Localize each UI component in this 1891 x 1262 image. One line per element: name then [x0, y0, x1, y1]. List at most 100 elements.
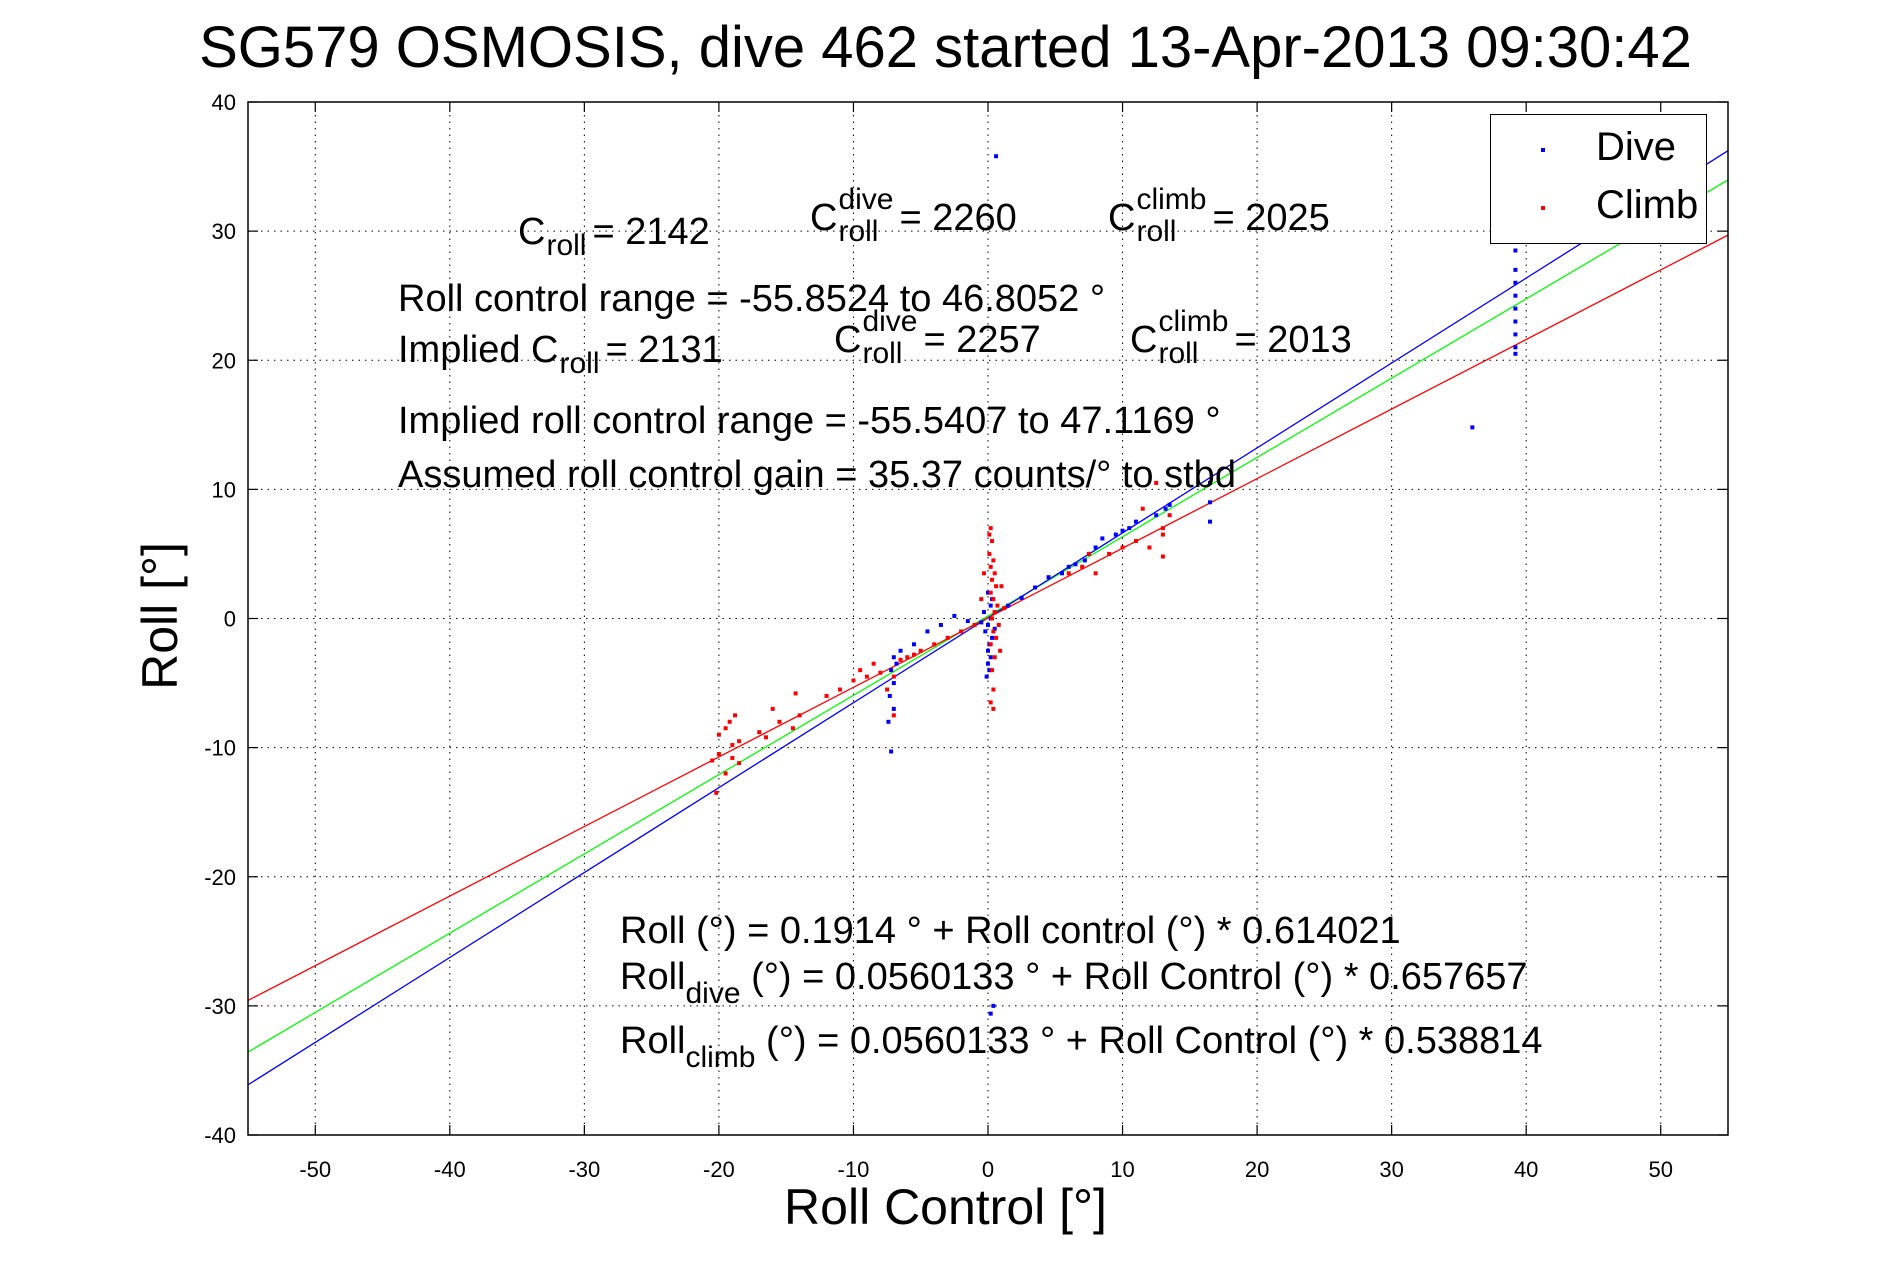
dive-point	[988, 655, 993, 660]
dive-point	[984, 674, 989, 679]
assumed-gain: Assumed roll control gain = 35.37 counts…	[398, 454, 1236, 496]
climb-point	[891, 713, 896, 718]
dive-point	[1033, 585, 1038, 590]
climb-point	[838, 687, 842, 692]
climb-point	[999, 584, 1004, 589]
dive-point	[1513, 351, 1518, 356]
roll-subscript: roll	[862, 336, 903, 370]
climb-point	[1167, 513, 1172, 518]
climb-point	[1160, 526, 1165, 531]
c-symbol: C	[1108, 196, 1136, 239]
climb-point	[991, 629, 996, 634]
climb-point	[898, 657, 903, 662]
climb-point	[1147, 545, 1152, 550]
climb-point	[716, 752, 721, 757]
climb-point	[793, 691, 798, 696]
climb-point	[994, 584, 999, 589]
climb-point	[995, 603, 1000, 608]
climb-point	[905, 655, 910, 660]
climb-subscript: climb	[685, 1041, 756, 1074]
dive-point	[1208, 519, 1212, 524]
climb-point	[992, 571, 997, 576]
climb-point	[1080, 564, 1085, 569]
series-dive	[886, 154, 1518, 1016]
climb-point	[770, 706, 775, 711]
x-tick-label: 20	[1245, 1157, 1269, 1182]
implied-c-climb-annotation: C climb roll = 2013	[1130, 306, 1352, 371]
dive-point	[1046, 575, 1051, 580]
dive-point	[1134, 519, 1138, 524]
climb-point	[764, 735, 768, 740]
climb-point	[990, 668, 995, 673]
climb-point	[727, 719, 732, 724]
x-tick-label: 50	[1648, 1157, 1672, 1182]
climb-point	[990, 577, 995, 582]
climb-point	[790, 726, 795, 731]
c-roll-value: = 2142	[592, 210, 710, 253]
climb-point	[864, 674, 869, 679]
climb-point	[878, 670, 883, 675]
dive-point	[912, 642, 916, 647]
dive-point	[1208, 480, 1212, 485]
dive-point	[994, 154, 999, 159]
dive-point	[1167, 502, 1172, 507]
y-tick-label: 30	[212, 219, 236, 244]
climb-point	[1134, 539, 1138, 544]
roll-subscript: roll	[546, 228, 587, 262]
climb-point	[710, 758, 715, 763]
legend-dive-label: Dive	[1596, 125, 1677, 169]
x-tick-label: 40	[1514, 1157, 1538, 1182]
dive-point	[983, 629, 988, 634]
dive-point	[986, 590, 990, 595]
roll-word: Roll	[620, 956, 686, 998]
climb-point	[991, 597, 996, 602]
dive-point	[891, 655, 896, 660]
roll-subscript: roll	[1136, 214, 1177, 248]
climb-point	[1086, 551, 1091, 556]
roll-control-range: Roll control range = -55.8524 to 46.8052…	[398, 278, 1106, 320]
y-tick-label: -20	[204, 865, 236, 890]
climb-point	[730, 755, 735, 760]
climb-point	[851, 678, 856, 683]
climb-point	[912, 652, 916, 657]
legend-item-climb: Climb	[1491, 183, 1706, 233]
fit-lines	[248, 150, 1728, 1086]
climb-point	[1002, 606, 1007, 611]
y-tick-label: 0	[224, 607, 236, 632]
fit-dive-rest: (°) = 0.0560133 ° + Roll Control (°) * 0…	[740, 956, 1528, 998]
x-tick-label: 10	[1110, 1157, 1134, 1182]
climb-point	[959, 629, 964, 634]
roll-subscript: roll	[1158, 336, 1199, 370]
climb-point	[987, 551, 992, 556]
climb-point	[757, 730, 762, 735]
dive-point	[1100, 536, 1105, 541]
fit-climb-rest: (°) = 0.0560133 ° + Roll Control (°) * 0…	[755, 1020, 1543, 1062]
implied-c-climb-value: = 2013	[1234, 318, 1352, 361]
x-tick-label: -30	[568, 1157, 600, 1182]
x-tick-label: 0	[982, 1157, 994, 1182]
x-tick-label: 30	[1379, 1157, 1403, 1182]
fit-line-climb	[248, 234, 1728, 1002]
dive-point	[898, 648, 903, 653]
x-tick-label: -40	[434, 1157, 466, 1182]
dive-point	[1470, 425, 1475, 430]
roll-word: Roll	[620, 1020, 686, 1062]
climb-point	[1120, 545, 1125, 550]
climb-point	[992, 610, 997, 615]
dive-point	[1513, 332, 1518, 337]
dive-point	[1154, 513, 1159, 518]
implied-prefix: Implied C	[398, 328, 559, 371]
c-roll-annotation: C roll = 2142	[518, 200, 710, 263]
c-roll-dive-value: = 2260	[899, 196, 1017, 239]
dive-point	[952, 613, 957, 618]
dive-point	[1120, 528, 1125, 533]
climb-point	[990, 616, 995, 621]
dive-point	[979, 620, 984, 625]
legend-dive-marker	[1541, 148, 1545, 152]
climb-point	[996, 622, 1001, 627]
climb-point	[994, 635, 999, 640]
y-axis-label: Roll [°]	[132, 542, 188, 690]
c-symbol: C	[834, 318, 862, 361]
dive-point	[891, 706, 896, 711]
dive-point	[894, 661, 899, 666]
